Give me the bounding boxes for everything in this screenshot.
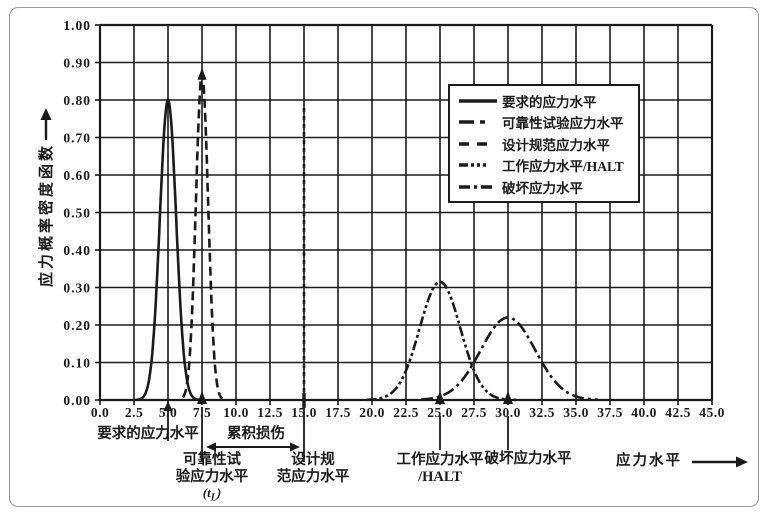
y-tick-label: 0.00: [63, 393, 91, 408]
annotation-cumulative-damage: 累积损伤: [227, 426, 285, 442]
curve-gaussian: [366, 280, 517, 402]
y-tick-label: 0.50: [63, 206, 91, 221]
x-tick-label: 0.0: [91, 405, 109, 420]
x-tick-label: 17.5: [325, 405, 351, 420]
curve-peak-arrow: [197, 67, 207, 80]
x-tick-label: 12.5: [257, 405, 283, 420]
legend-item-label: 工作应力水平/HALT: [502, 159, 624, 174]
x-tick-label: 37.5: [597, 405, 623, 420]
annotation-line: 设计规: [291, 452, 335, 468]
annotation-required-stress-level: 要求的应力水平: [97, 426, 199, 442]
curve-gaussian: [421, 316, 598, 401]
x-tick-label: 2.5: [125, 405, 143, 420]
legend-line-sample: [459, 184, 497, 189]
annotation-line: 可靠性试: [183, 452, 241, 468]
x-tick-label: 32.5: [529, 405, 555, 420]
y-tick-label: 0.30: [63, 281, 91, 296]
axis-up-arrow-marker: [503, 391, 513, 404]
legend-line-sample: [459, 141, 497, 146]
legend-item-label: 要求的应力水平: [502, 94, 597, 110]
legend-item: 工作应力水平/HALT: [458, 155, 634, 175]
axis-up-arrow-marker: [197, 391, 207, 404]
annotation-line: 范应力水平: [276, 468, 350, 485]
x-axis-title-arrowhead: [736, 456, 748, 468]
x-tick-label: 45.0: [699, 405, 725, 420]
legend-item: 设计规范应力水平: [458, 134, 634, 154]
x-axis-title: 应力水平: [616, 453, 682, 469]
axis-up-arrow-marker: [435, 391, 445, 404]
y-axis-title-arrowhead: [40, 108, 52, 120]
y-tick-label: 0.60: [63, 168, 91, 183]
y-tick-label: 0.70: [63, 131, 91, 146]
y-tick-label: 0.80: [63, 93, 91, 108]
annotation-line: 工作应力水平: [396, 452, 484, 468]
x-tick-label: 20.0: [359, 405, 385, 420]
y-tick-label: 1.00: [63, 18, 91, 33]
legend-item: 要求的应力水平: [458, 91, 634, 111]
legend-line-sample: [459, 163, 497, 167]
legend-line-sample: [459, 120, 497, 124]
required-pointer-arrowhead: [163, 401, 173, 411]
x-tick-label: 42.5: [665, 405, 691, 420]
legend-item: 破坏应力水平: [458, 177, 634, 197]
annotation-destructive-stress-level: 破坏应力水平: [484, 451, 572, 467]
annotation-working-stress-halt: 工作应力水平 /HALT: [370, 452, 510, 485]
x-tick-label: 22.5: [393, 405, 419, 420]
x-tick-label: 30.0: [495, 405, 521, 420]
cumulative-damage-arrowhead-left: [206, 442, 216, 452]
y-tick-label: 0.40: [63, 243, 91, 258]
legend-item-label: 破坏应力水平: [502, 180, 583, 196]
x-tick-label: 25.0: [427, 405, 453, 420]
annotation-tl-symbol: (tL): [202, 485, 222, 504]
legend-line-sample: [459, 98, 497, 103]
annotation-line: /HALT: [418, 468, 462, 485]
x-tick-label: 35.0: [563, 405, 589, 420]
x-tick-label: 10.0: [223, 405, 249, 420]
y-axis-title: 应力概率密度函数: [39, 143, 55, 288]
annotation-line: 验应力水平: [175, 468, 249, 485]
curve-gaussian: [135, 97, 201, 402]
y-tick-label: 0.90: [63, 56, 91, 71]
legend-item: 可靠性试验应力水平: [458, 112, 634, 132]
y-tick-label: 0.20: [63, 318, 91, 333]
legend-item-label: 可靠性试验应力水平: [502, 116, 624, 131]
y-tick-label: 0.10: [63, 356, 91, 371]
legend-box: 要求的应力水平可靠性试验应力水平 设计规范应力水平 工作应力水平/HALT 破坏应力水…: [448, 84, 640, 203]
x-tick-label: 27.5: [461, 405, 487, 420]
annotation-design-spec-stress-level: 设计规 范应力水平: [243, 452, 383, 485]
x-tick-label: 40.0: [631, 405, 657, 420]
legend-item-label: 设计规范应力水平: [502, 137, 610, 153]
annotation-reliability-test-stress-level: 可靠性试 验应力水平 (tL): [142, 452, 282, 507]
cumulative-damage-arrowhead-right: [290, 442, 300, 452]
